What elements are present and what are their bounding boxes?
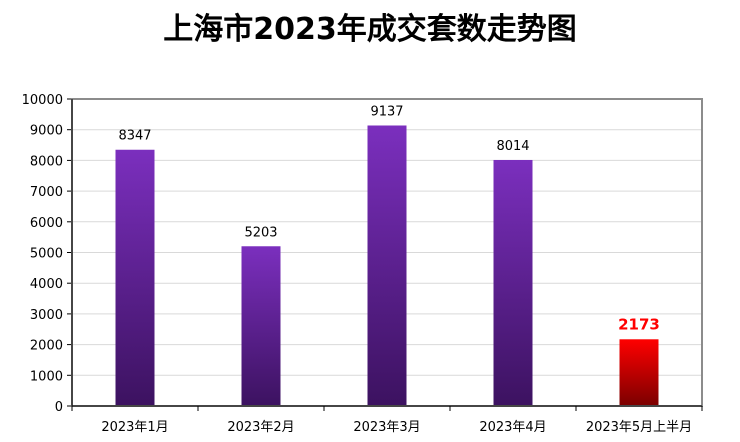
data-labels: 8347 5203 9137 8014 2173	[118, 104, 659, 333]
bars	[115, 125, 659, 406]
y-tick-label: 8000	[30, 154, 63, 169]
y-tick-label: 5000	[30, 247, 63, 262]
data-label: 8347	[118, 129, 151, 144]
axes: 0 1000 2000 3000 4000 5000 6000 7000 8000 9000 100…	[22, 93, 703, 435]
x-tick-label: 2023年1月	[101, 420, 168, 435]
y-tick-label: 7000	[30, 185, 63, 200]
chart-title: 上海市2023年成交套数走势图	[163, 12, 577, 47]
bar	[115, 149, 155, 406]
data-label: 5203	[244, 225, 277, 240]
x-tick-label: 2023年4月	[479, 420, 546, 435]
data-label: 9137	[370, 104, 403, 119]
y-tick-label: 3000	[30, 308, 63, 323]
bar	[619, 339, 659, 406]
data-label: 2173	[618, 315, 660, 333]
y-tick-label: 6000	[30, 216, 63, 231]
y-tick-label: 1000	[30, 369, 63, 384]
bar	[367, 125, 407, 406]
x-tick-label: 2023年3月	[353, 420, 420, 435]
bar	[241, 246, 281, 406]
y-tick-label: 0	[55, 400, 63, 415]
bar	[493, 159, 533, 406]
x-tick-label: 2023年2月	[227, 420, 294, 435]
y-tick-label: 2000	[30, 339, 63, 354]
x-tick-label: 2023年5月上半月	[586, 420, 692, 435]
y-tick-label: 4000	[30, 277, 63, 292]
y-tick-label: 10000	[22, 93, 63, 108]
y-tick-label: 9000	[30, 124, 63, 139]
data-label: 8014	[496, 139, 529, 154]
